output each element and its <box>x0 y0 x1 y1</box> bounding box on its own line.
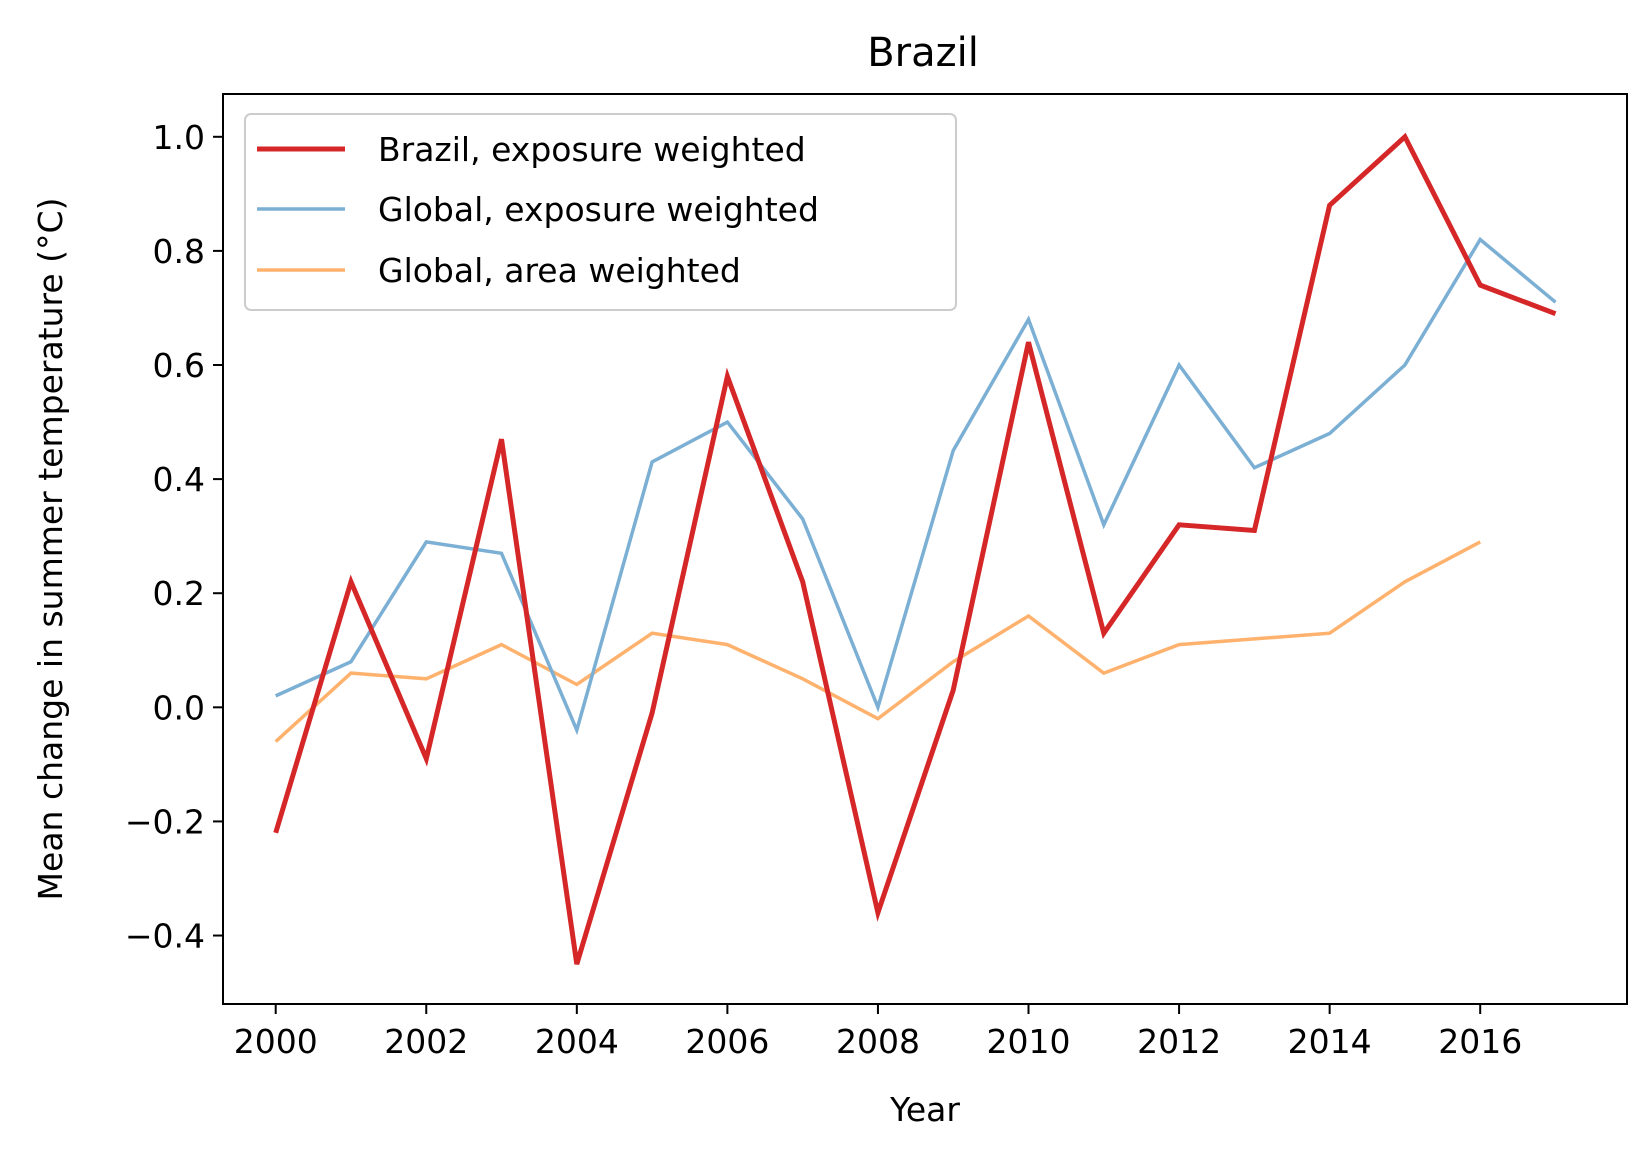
x-tick-label: 2006 <box>685 1022 769 1061</box>
series-line-1 <box>273 132 1557 965</box>
legend-box <box>244 113 957 311</box>
legend-label-3: Global, area weighted <box>378 251 741 290</box>
x-axis-label: Year <box>889 1090 960 1129</box>
legend-label-1: Brazil, exposure weighted <box>378 130 806 169</box>
y-axis: −0.4 −0.2 0.0 0.2 0.4 0.6 0.8 1.0 <box>125 118 223 956</box>
y-axis-label: Mean change in summer temperature (°C) <box>31 198 70 901</box>
series-lines <box>273 132 1557 965</box>
y-tick-label: 0.6 <box>153 346 205 385</box>
y-tick-label: −0.4 <box>125 917 205 956</box>
x-tick-label: 2002 <box>384 1022 468 1061</box>
x-tick-label: 2004 <box>535 1022 619 1061</box>
plot-area-frame <box>222 93 1628 1005</box>
y-tick-label: 1.0 <box>153 118 205 157</box>
legend: Brazil, exposure weighted Global, exposur… <box>244 113 957 311</box>
y-tick-label: 0.0 <box>153 688 205 727</box>
y-tick-label: 0.4 <box>153 460 205 499</box>
series-line-2 <box>274 236 1557 736</box>
x-tick-label: 2014 <box>1288 1022 1372 1061</box>
y-tick-label: −0.2 <box>125 802 205 841</box>
series-line-3 <box>274 540 1482 743</box>
x-tick-label: 2012 <box>1137 1022 1221 1061</box>
x-tick-label: 2016 <box>1438 1022 1522 1061</box>
y-tick-label: 0.2 <box>153 574 205 613</box>
x-tick-label: 2008 <box>836 1022 920 1061</box>
x-tick-label: 2010 <box>987 1022 1071 1061</box>
x-axis: 2000 2002 2004 2006 2008 2010 2012 2014 2016 <box>234 1004 1522 1061</box>
legend-label-2: Global, exposure weighted <box>378 190 819 229</box>
x-tick-label: 2000 <box>234 1022 318 1061</box>
chart-title: Brazil <box>867 30 979 76</box>
y-tick-label: 0.8 <box>153 232 205 271</box>
